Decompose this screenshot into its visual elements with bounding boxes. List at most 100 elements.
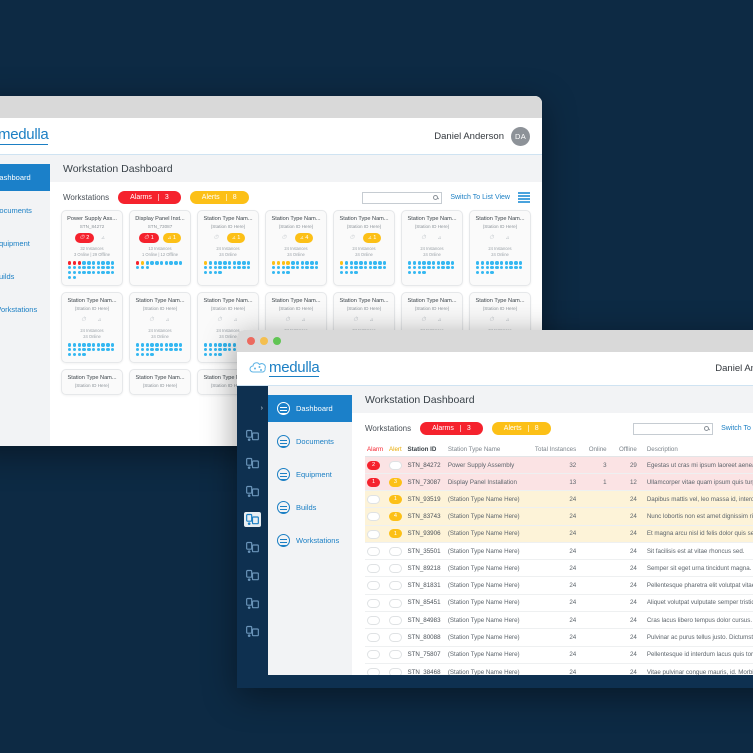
workstation-card[interactable]: Station Type Nam...(Station ID Here): [61, 369, 123, 395]
instance-dot[interactable]: [495, 266, 498, 269]
card-alarm-badge[interactable]: ⏱: [347, 233, 360, 243]
instance-dot[interactable]: [345, 266, 348, 269]
column-header-offline[interactable]: Offline: [615, 443, 645, 457]
card-alert-badge[interactable]: ▵: [299, 315, 310, 325]
instance-dot[interactable]: [408, 261, 411, 264]
instance-dot[interactable]: [78, 271, 81, 274]
instance-dot[interactable]: [282, 271, 285, 274]
row-alert-badge[interactable]: 3: [389, 478, 402, 487]
instance-dot[interactable]: [204, 343, 207, 346]
instance-dot[interactable]: [291, 266, 294, 269]
instance-dot[interactable]: [169, 348, 172, 351]
instance-dot[interactable]: [141, 343, 144, 346]
instance-dot[interactable]: [97, 261, 100, 264]
instance-dot[interactable]: [476, 266, 479, 269]
row-alert-badge[interactable]: [389, 581, 402, 590]
instance-dot[interactable]: [101, 266, 104, 269]
instance-dot[interactable]: [155, 348, 158, 351]
instance-dot[interactable]: [519, 266, 522, 269]
instance-dot[interactable]: [223, 343, 226, 346]
minimize-window-button[interactable]: [260, 337, 268, 345]
instance-dot[interactable]: [214, 348, 217, 351]
card-alert-badge[interactable]: ▵: [98, 233, 109, 243]
instance-dot[interactable]: [150, 261, 153, 264]
instance-dot[interactable]: [272, 261, 275, 264]
row-alarm-badge[interactable]: 2: [367, 461, 380, 470]
window-titlebar-2[interactable]: [237, 330, 753, 352]
card-alert-badge[interactable]: ▵: [503, 315, 514, 325]
instance-dot[interactable]: [354, 271, 357, 274]
instance-dot[interactable]: [437, 261, 440, 264]
instance-dot[interactable]: [214, 343, 217, 346]
instance-dot[interactable]: [68, 276, 71, 279]
instance-dot[interactable]: [519, 261, 522, 264]
instance-dot[interactable]: [68, 348, 71, 351]
instance-dot[interactable]: [155, 261, 158, 264]
card-alarm-badge[interactable]: ⏱: [214, 315, 227, 325]
instance-dot[interactable]: [383, 266, 386, 269]
instance-dot[interactable]: [78, 261, 81, 264]
card-alarm-badge[interactable]: ⏱: [146, 315, 159, 325]
instance-dot[interactable]: [150, 343, 153, 346]
instance-dot[interactable]: [101, 261, 104, 264]
switch-to-card-view-link[interactable]: Switch To Card View: [721, 425, 753, 432]
instance-dot[interactable]: [174, 348, 177, 351]
instance-dot[interactable]: [272, 271, 275, 274]
table-row[interactable]: 1STN_93906(Station Type Name Here)2424Et…: [365, 525, 753, 542]
row-alarm-badge[interactable]: [367, 495, 380, 504]
instance-dot[interactable]: [422, 261, 425, 264]
instance-dot[interactable]: [204, 266, 207, 269]
instance-dot[interactable]: [378, 261, 381, 264]
instance-dot[interactable]: [350, 271, 353, 274]
row-alert-badge[interactable]: [389, 599, 402, 608]
instance-dot[interactable]: [146, 348, 149, 351]
instance-dot[interactable]: [218, 353, 221, 356]
sidebar-item-workstations-1[interactable]: Workstations: [0, 296, 50, 323]
instance-dot[interactable]: [223, 261, 226, 264]
instance-dot[interactable]: [111, 261, 114, 264]
table-row[interactable]: STN_84983(Station Type Name Here)2424Cra…: [365, 612, 753, 629]
card-alert-badge[interactable]: ▵: [435, 233, 446, 243]
instance-dot[interactable]: [500, 266, 503, 269]
instance-dot[interactable]: [486, 271, 489, 274]
instance-dot[interactable]: [233, 266, 236, 269]
instance-dot[interactable]: [237, 261, 240, 264]
instance-dot[interactable]: [218, 266, 221, 269]
instance-dot[interactable]: [214, 261, 217, 264]
instance-dot[interactable]: [101, 348, 104, 351]
instance-dot[interactable]: [282, 261, 285, 264]
instance-dot[interactable]: [78, 348, 81, 351]
instance-dot[interactable]: [350, 261, 353, 264]
card-alert-badge[interactable]: ▵4: [295, 233, 313, 243]
user-menu-1[interactable]: Daniel Anderson DA: [434, 127, 530, 146]
instance-dot[interactable]: [106, 343, 109, 346]
user-menu-2[interactable]: Daniel Anderson: [715, 363, 753, 374]
instance-dot[interactable]: [427, 261, 430, 264]
instance-dot[interactable]: [146, 353, 149, 356]
instance-dot[interactable]: [422, 271, 425, 274]
instance-dot[interactable]: [165, 343, 168, 346]
instance-dot[interactable]: [146, 343, 149, 346]
card-alarm-badge[interactable]: ⏱2: [75, 233, 95, 243]
instance-dot[interactable]: [160, 261, 163, 264]
alerts-pill-2[interactable]: Alerts 8: [492, 422, 551, 435]
instance-dot[interactable]: [228, 343, 231, 346]
instance-dot[interactable]: [82, 271, 85, 274]
instance-dot[interactable]: [78, 266, 81, 269]
instance-dot[interactable]: [413, 261, 416, 264]
instance-dot[interactable]: [291, 261, 294, 264]
instance-dot[interactable]: [111, 343, 114, 346]
instance-dot[interactable]: [490, 266, 493, 269]
instance-dot[interactable]: [87, 348, 90, 351]
instance-dot[interactable]: [451, 266, 454, 269]
instance-dot[interactable]: [418, 266, 421, 269]
sidebar-item-builds-2[interactable]: Builds: [268, 494, 352, 521]
instance-dot[interactable]: [451, 261, 454, 264]
instance-dot[interactable]: [136, 353, 139, 356]
instance-dot[interactable]: [92, 271, 95, 274]
instance-dot[interactable]: [73, 276, 76, 279]
instance-dot[interactable]: [136, 343, 139, 346]
instance-dot[interactable]: [432, 266, 435, 269]
card-alarm-badge[interactable]: ⏱: [418, 315, 431, 325]
instance-dot[interactable]: [68, 343, 71, 346]
